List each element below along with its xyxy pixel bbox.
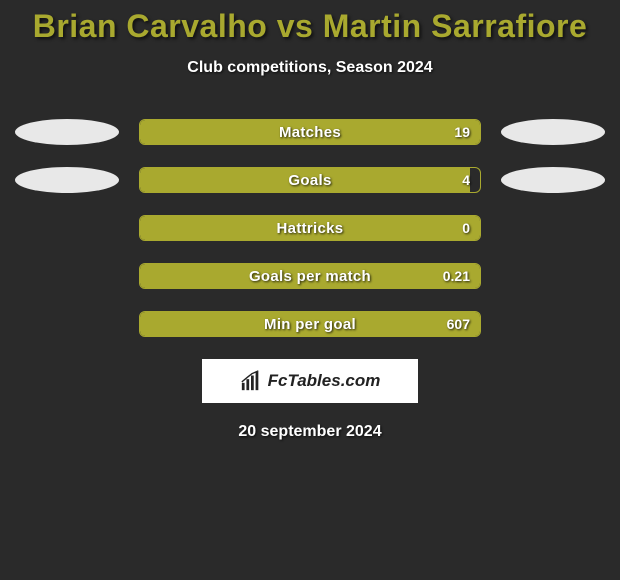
date-label: 20 september 2024 bbox=[0, 423, 620, 441]
stat-row: Goals per match0.21 bbox=[0, 263, 620, 289]
stat-bar: Goals4 bbox=[139, 167, 481, 193]
stat-row: Min per goal607 bbox=[0, 311, 620, 337]
stat-row: Hattricks0 bbox=[0, 215, 620, 241]
stat-label: Goals per match bbox=[140, 264, 480, 288]
brand-text: FcTables.com bbox=[268, 371, 381, 391]
chart-icon bbox=[240, 370, 262, 392]
left-ellipse bbox=[15, 119, 119, 145]
stat-label: Goals bbox=[140, 168, 480, 192]
stat-row: Goals4 bbox=[0, 167, 620, 193]
left-ellipse bbox=[15, 167, 119, 193]
stat-value: 607 bbox=[447, 312, 470, 336]
stat-value: 19 bbox=[454, 120, 470, 144]
right-ellipse bbox=[501, 119, 605, 145]
stat-label: Min per goal bbox=[140, 312, 480, 336]
brand-logo[interactable]: FcTables.com bbox=[202, 359, 418, 403]
page-title: Brian Carvalho vs Martin Sarrafiore bbox=[0, 8, 620, 45]
stats-list: Matches19 Goals4 Hattricks0 Goals per match… bbox=[0, 119, 620, 337]
stat-bar: Matches19 bbox=[139, 119, 481, 145]
stat-value: 0.21 bbox=[443, 264, 470, 288]
stat-label: Hattricks bbox=[140, 216, 480, 240]
stat-row: Matches19 bbox=[0, 119, 620, 145]
stat-bar: Goals per match0.21 bbox=[139, 263, 481, 289]
stat-label: Matches bbox=[140, 120, 480, 144]
stat-value: 0 bbox=[462, 216, 470, 240]
right-ellipse bbox=[501, 167, 605, 193]
stat-bar: Min per goal607 bbox=[139, 311, 481, 337]
stat-value: 4 bbox=[462, 168, 470, 192]
stat-bar: Hattricks0 bbox=[139, 215, 481, 241]
subtitle: Club competitions, Season 2024 bbox=[0, 59, 620, 77]
comparison-card: Brian Carvalho vs Martin Sarrafiore Club… bbox=[0, 0, 620, 441]
